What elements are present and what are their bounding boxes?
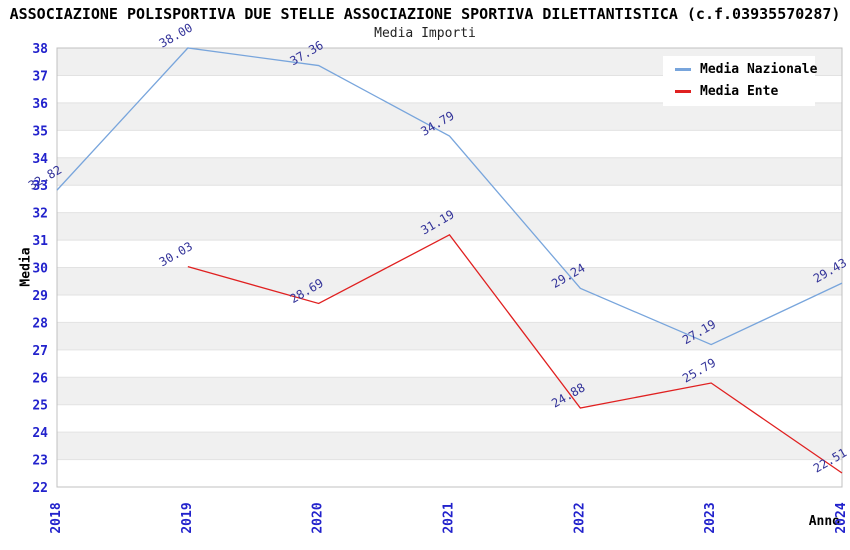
legend-item-media-nazionale: Media Nazionale <box>663 58 818 80</box>
plot-band <box>57 102 842 131</box>
legend: Media Nazionale Media Ente <box>663 56 818 106</box>
plot-band <box>57 157 842 186</box>
plot-band <box>57 377 842 405</box>
data-label: 30.03 <box>157 239 195 269</box>
legend-swatch-nazionale-icon <box>675 67 691 71</box>
series-line-0 <box>56 47 843 346</box>
y-tick-label: 30 <box>32 262 48 277</box>
y-tick-label: 32 <box>32 207 48 222</box>
plot-border <box>56 47 843 488</box>
plot-band <box>57 267 842 295</box>
y-tick-label: 36 <box>32 97 48 112</box>
y-tick-label: 24 <box>32 426 48 441</box>
plot-band <box>57 322 842 350</box>
y-tick-label: 25 <box>32 399 48 414</box>
x-tick-label: 2018 <box>49 502 64 533</box>
y-tick-label: 22 <box>32 481 48 496</box>
legend-swatch-ente-icon <box>675 89 691 93</box>
x-axis-label: Anno <box>808 514 840 529</box>
y-tick-label: 31 <box>32 234 48 249</box>
legend-item-media-ente: Media Ente <box>663 80 815 102</box>
y-tick-label: 38 <box>32 42 48 57</box>
y-tick-label: 35 <box>32 124 48 139</box>
y-tick-label: 33 <box>32 179 48 194</box>
plot-band <box>57 432 842 460</box>
x-tick-label: 2023 <box>703 502 718 533</box>
y-tick-label: 37 <box>32 69 48 84</box>
legend-label-ente: Media Ente <box>700 83 779 99</box>
data-label: 38.00 <box>157 20 195 50</box>
legend-label-nazionale: Media Nazionale <box>700 61 818 77</box>
series-line-1 <box>187 234 843 474</box>
y-tick-label: 34 <box>32 152 48 167</box>
chart-subtitle: Media Importi <box>374 26 476 41</box>
x-tick-label: 2022 <box>572 502 587 533</box>
x-tick-label: 2021 <box>442 502 457 533</box>
y-tick-label: 26 <box>32 371 48 386</box>
x-tick-label: 2019 <box>180 502 195 533</box>
y-tick-label: 29 <box>32 289 48 304</box>
x-tick-label: 2020 <box>311 502 326 533</box>
y-tick-label: 28 <box>32 316 48 331</box>
y-tick-label: 23 <box>32 454 48 469</box>
x-tick-label: 2024 <box>834 502 849 533</box>
y-tick-label: 27 <box>32 344 48 359</box>
chart-title: ASSOCIAZIONE POLISPORTIVA DUE STELLE ASS… <box>9 5 841 23</box>
